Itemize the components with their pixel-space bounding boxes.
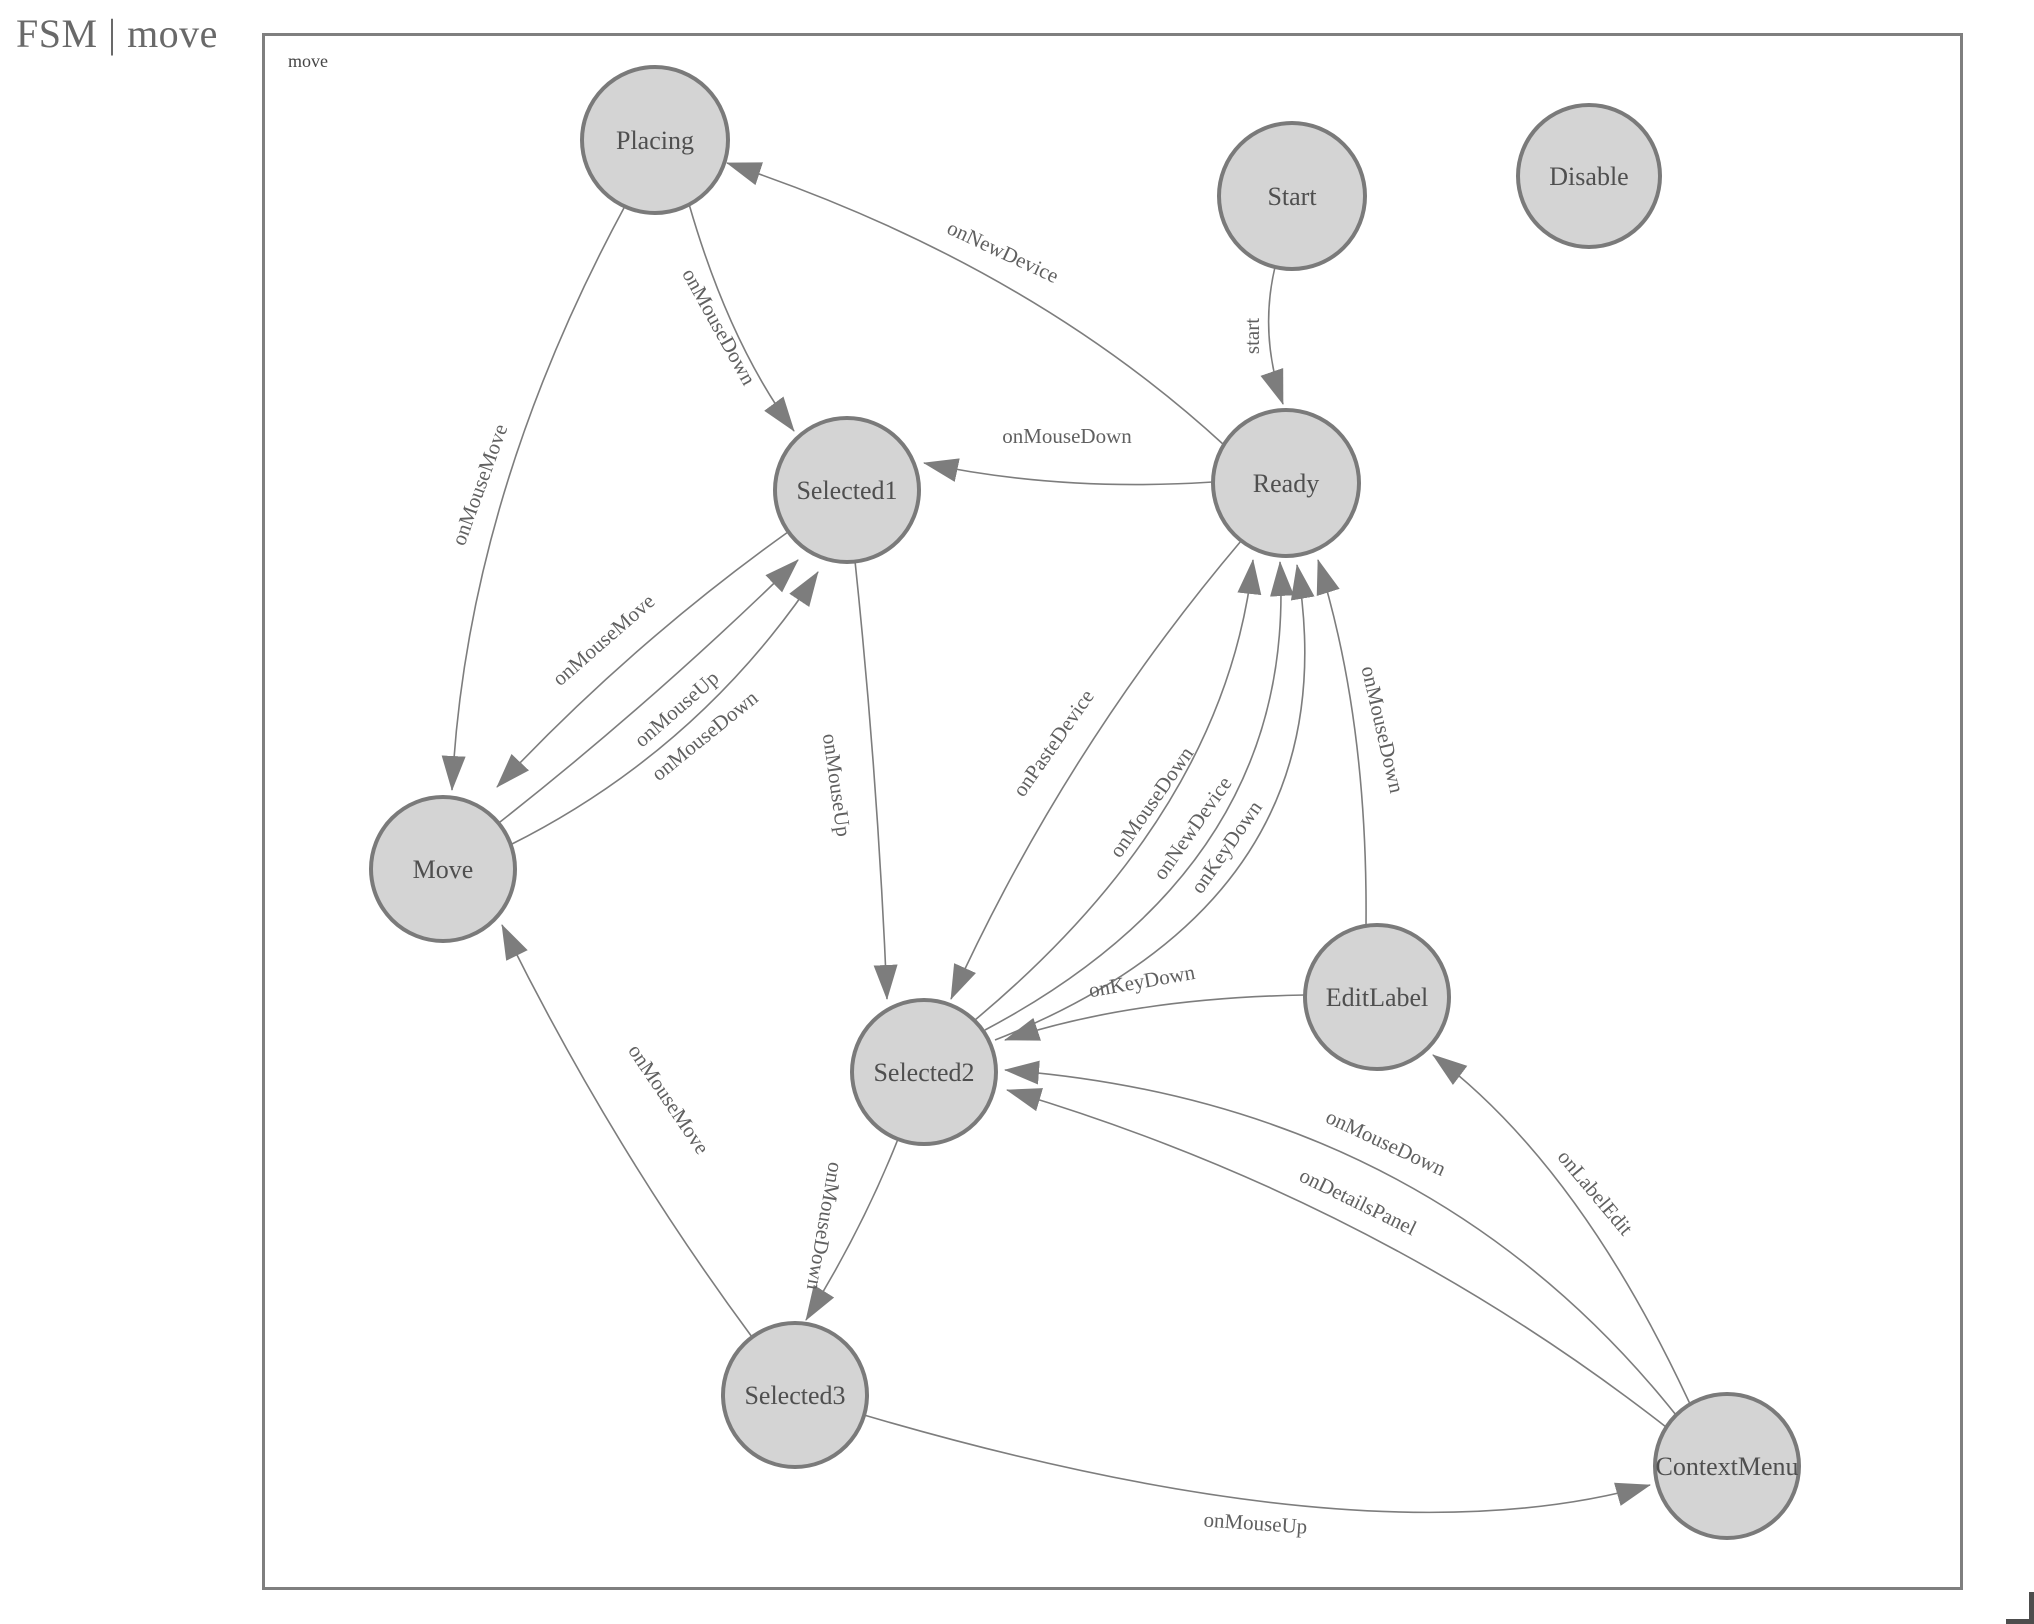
state-circle[interactable]: [850, 998, 998, 1146]
edge-placing-move: [441, 205, 626, 791]
state-circle[interactable]: [773, 416, 921, 564]
state-circle[interactable]: [1217, 121, 1367, 271]
edge-contextmenu-selected2: [1006, 1088, 1667, 1428]
state-label: Selected3: [744, 1381, 845, 1410]
state-label: EditLabel: [1326, 983, 1429, 1012]
node-selected1[interactable]: Selected1: [773, 416, 921, 564]
edge-label-onMouseDown: onMouseDown: [1322, 1104, 1450, 1181]
state-circle[interactable]: [580, 65, 730, 215]
node-move[interactable]: Move: [369, 795, 517, 943]
resize-corner-icon: [2029, 1592, 2034, 1624]
state-label: ContextMenu: [1656, 1452, 1799, 1481]
node-disable[interactable]: Disable: [1516, 103, 1662, 249]
state-circle[interactable]: [1303, 923, 1451, 1071]
edge-label-onMouseDown: onMouseDown: [1357, 664, 1410, 796]
node-editlabel[interactable]: EditLabel: [1303, 923, 1451, 1071]
edge-label-onMouseUp: onMouseUp: [818, 732, 856, 838]
state-label: Selected2: [873, 1058, 974, 1087]
edge-selected1-move: [496, 531, 789, 788]
edge-label-onNewDevice: onNewDevice: [943, 215, 1062, 288]
edge-label-start: start: [1240, 318, 1264, 354]
node-selected3[interactable]: Selected3: [721, 1321, 869, 1469]
edge-editlabel-selected2: [1004, 994, 1306, 1041]
state-label: Selected1: [796, 476, 897, 505]
node-contextmenu[interactable]: ContextMenu: [1653, 1392, 1801, 1540]
edge-label-onDetailsPanel: onDetailsPanel: [1296, 1163, 1421, 1240]
edge-label-onLabelEdit: onLabelEdit: [1553, 1145, 1638, 1240]
state-label: Start: [1267, 182, 1317, 211]
edge-placing-selected1: [688, 203, 795, 432]
state-circle[interactable]: [721, 1321, 869, 1469]
edge-move-selected1: [499, 559, 799, 823]
canvas-state-label: move: [288, 51, 328, 71]
edge-label-onMouseUp: onMouseUp: [1203, 1507, 1308, 1538]
edge-move-selected1: [509, 571, 819, 846]
node-start[interactable]: Start: [1217, 121, 1367, 271]
state-circle[interactable]: [369, 795, 517, 943]
edge-editlabel-ready: [1316, 559, 1367, 927]
node-ready[interactable]: Ready: [1211, 408, 1361, 558]
node-selected2[interactable]: Selected2: [850, 998, 998, 1146]
edge-label-onMouseDown: onMouseDown: [647, 685, 763, 785]
state-label: Ready: [1253, 469, 1319, 498]
edge-selected2-selected3: [805, 1138, 899, 1321]
state-circle[interactable]: [1653, 1392, 1801, 1540]
edge-label-onMouseMove: onMouseMove: [623, 1040, 714, 1159]
edge-selected3-contextmenu: [863, 1414, 1651, 1514]
edge-selected2-ready: [974, 559, 1262, 1021]
edge-selected2-ready: [994, 564, 1315, 1041]
edge-contextmenu-editlabel: [1432, 1054, 1691, 1405]
edge-label-onMouseDown: onMouseDown: [1002, 424, 1132, 448]
edge-selected3-move: [501, 924, 753, 1338]
state-label: Disable: [1549, 162, 1628, 191]
edge-ready-selected1: [923, 458, 1214, 486]
edge-contextmenu-selected2: [1004, 1060, 1677, 1416]
edge-label-onMouseDown: onMouseDown: [802, 1160, 848, 1292]
edge-label-onMouseDown: onMouseDown: [677, 264, 761, 389]
resize-corner-icon: [2006, 1619, 2034, 1624]
edge-selected2-ready: [984, 561, 1294, 1031]
fsm-canvas-frame: move: [262, 33, 1963, 1590]
state-circle[interactable]: [1516, 103, 1662, 249]
state-circle[interactable]: [1211, 408, 1361, 558]
page-title: FSM | move: [16, 11, 218, 56]
edge-label-onKeyDown: onKeyDown: [1087, 960, 1197, 1002]
edge-ready-selected2: [950, 540, 1242, 1000]
edge-start-ready: [1260, 266, 1284, 405]
state-label: Move: [413, 855, 474, 884]
node-placing[interactable]: Placing: [580, 65, 730, 215]
edge-label-onMouseMove: onMouseMove: [548, 589, 660, 691]
state-label: Placing: [616, 126, 694, 155]
edge-ready-placing: [726, 162, 1225, 446]
edge-selected1-selected2: [854, 560, 898, 1000]
edge-label-onMouseMove: onMouseMove: [446, 421, 512, 549]
edge-label-onPasteDevice: onPasteDevice: [1008, 685, 1099, 801]
